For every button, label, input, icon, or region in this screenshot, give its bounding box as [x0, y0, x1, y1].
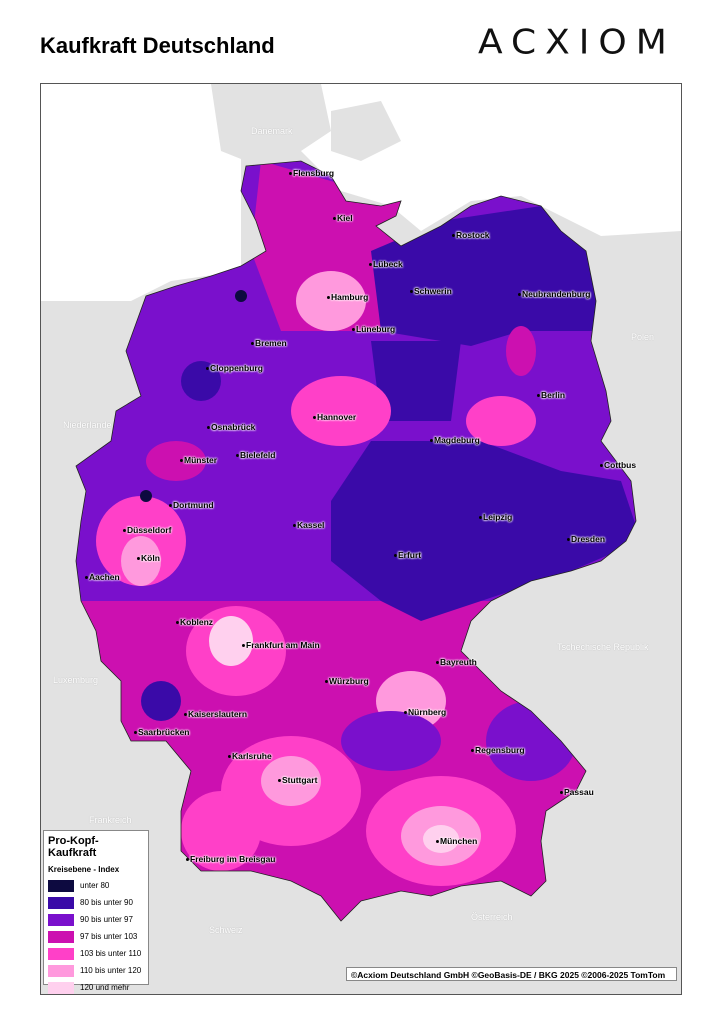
- legend-item: unter 80: [48, 877, 144, 894]
- legend-item: 80 bis unter 90: [48, 894, 144, 911]
- city-label: Cottbus: [600, 460, 636, 470]
- city-label: Neubrandenburg: [518, 289, 590, 299]
- map-title: Kaufkraft Deutschland: [40, 33, 275, 58]
- legend-swatch: [48, 896, 74, 909]
- city-label: Cloppenburg: [206, 363, 263, 373]
- legend-label: 103 bis unter 110: [80, 949, 142, 958]
- city-label: Rostock: [452, 230, 490, 240]
- city-label: Lüneburg: [352, 324, 395, 334]
- city-label: Würzburg: [325, 676, 369, 686]
- city-label: Bayreuth: [436, 657, 477, 667]
- sea: [41, 84, 681, 301]
- legend-item: 97 bis unter 103: [48, 928, 144, 945]
- legend-swatch: [48, 964, 74, 977]
- country-label: Österreich: [471, 912, 513, 922]
- country-label: Niederlande: [63, 420, 112, 430]
- legend-swatch: [48, 981, 74, 994]
- city-label: Düsseldorf: [123, 525, 171, 535]
- city-label: Koblenz: [176, 617, 213, 627]
- city-label: Karlsruhe: [228, 751, 272, 761]
- city-label: Stuttgart: [278, 775, 317, 785]
- legend-title: Pro-Kopf-Kaufkraft: [48, 835, 99, 859]
- city-label: Frankfurt am Main: [242, 640, 320, 650]
- city-label: Berlin: [537, 390, 565, 400]
- region-altmark-80-90: [371, 341, 461, 421]
- city-label: Nürnberg: [404, 707, 446, 717]
- legend-label: 120 und mehr: [80, 983, 130, 992]
- country-label: Dänemark: [251, 126, 293, 136]
- city-label: Hannover: [313, 412, 356, 422]
- city-label: Lübeck: [369, 259, 403, 269]
- city-label: Magdeburg: [430, 435, 480, 445]
- city-label: Kaiserslautern: [184, 709, 247, 719]
- country-label: Tschechische Republik: [557, 642, 649, 652]
- city-label: Freiburg im Breisgau: [186, 854, 276, 864]
- legend-swatch: [48, 879, 74, 892]
- city-label: Schwerin: [410, 286, 452, 296]
- city-label: Regensburg: [471, 745, 525, 755]
- country-label: Polen: [631, 332, 655, 342]
- legend-label: 90 bis unter 97: [80, 915, 133, 924]
- legend-swatch: [48, 947, 74, 960]
- region-east-80-90: [331, 441, 636, 621]
- city-label: Kassel: [293, 520, 324, 530]
- copyright-notice: ©Acxiom Deutschland GmbH ©GeoBasis-DE / …: [346, 967, 677, 981]
- city-label: Dortmund: [169, 500, 214, 510]
- legend-label: 110 bis unter 120: [80, 966, 142, 975]
- city-label: Bielefeld: [236, 450, 275, 460]
- city-label: Kiel: [333, 213, 353, 223]
- region-northeast-80-90: [371, 206, 601, 346]
- city-label: Saarbrücken: [134, 727, 190, 737]
- city-label: Hamburg: [327, 292, 368, 302]
- city-label: Leipzig: [479, 512, 512, 522]
- city-label: München: [436, 836, 477, 846]
- country-label: Schweiz: [209, 925, 243, 935]
- country-label: Frankreich: [89, 815, 132, 825]
- city-label: Aachen: [85, 572, 120, 582]
- denmark-land: [211, 84, 401, 161]
- city-label: Flensburg: [289, 168, 334, 178]
- country-label: Luxemburg: [53, 675, 99, 685]
- city-label: Osnabrück: [207, 422, 255, 432]
- city-label: Passau: [560, 787, 594, 797]
- acxiom-logo: ACXIOM: [478, 23, 676, 62]
- legend-item: 110 bis unter 120: [48, 962, 144, 979]
- legend-label: 80 bis unter 90: [80, 898, 133, 907]
- city-label: Münster: [180, 455, 217, 465]
- city-label: Köln: [137, 553, 160, 563]
- legend-swatch: [48, 930, 74, 943]
- legend-item: 103 bis unter 110: [48, 945, 144, 962]
- city-label: Erfurt: [394, 550, 421, 560]
- legend-swatch: [48, 913, 74, 926]
- legend-item: 120 und mehr: [48, 979, 144, 996]
- legend-label: unter 80: [80, 881, 110, 890]
- legend-subtitle: Kreisebene - Index: [48, 865, 120, 874]
- city-label: Dresden: [567, 534, 605, 544]
- city-label: Bremen: [251, 338, 287, 348]
- legend-label: 97 bis unter 103: [80, 932, 138, 941]
- legend: Pro-Kopf-Kaufkraft Kreisebene - Index un…: [43, 830, 149, 994]
- legend-item: 90 bis unter 97: [48, 911, 144, 928]
